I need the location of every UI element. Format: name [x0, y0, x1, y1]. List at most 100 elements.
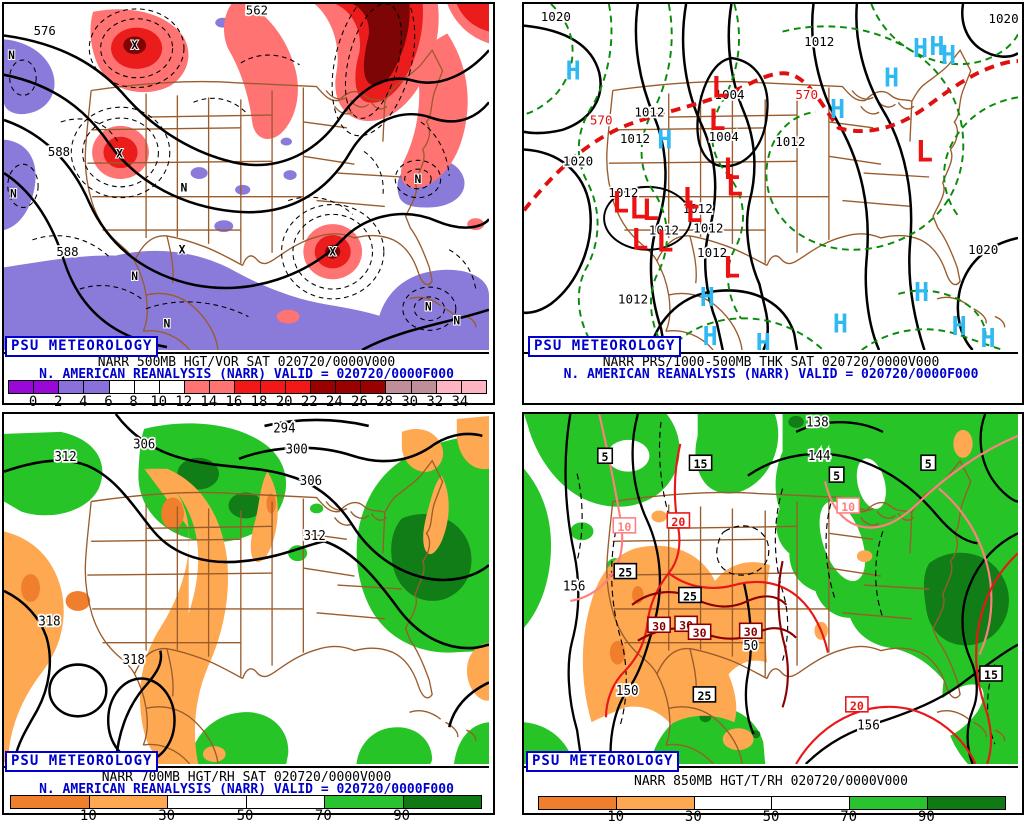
- geography-border: [842, 612, 912, 620]
- contour-label: 1012: [608, 185, 638, 200]
- colorbar-cell: [235, 381, 261, 393]
- geography-border: [87, 160, 273, 164]
- contour-label: 1020: [968, 242, 998, 257]
- panel-700mb-hgt-rh: 294 300 306 306 312 312 318 318 PSU METEOROLOGY…: [0, 410, 512, 824]
- colorbar-cell: [616, 797, 695, 809]
- geography-border: [316, 612, 385, 620]
- panel-850mb-hgt-t-rh: 138 144 156 150 156 50 5 15 25 25 25 5 5 15 10 10 20 20 30…: [512, 410, 1024, 825]
- colorbar-tick: 10: [79, 808, 97, 824]
- colorbar-cell: [325, 796, 404, 808]
- geography-border: [909, 512, 913, 554]
- geography-border: [382, 512, 386, 554]
- geography-border: [608, 572, 798, 576]
- low-pressure-symbol: L: [916, 134, 933, 168]
- colorbar-cell: [403, 796, 481, 808]
- colorbar-cell: [260, 381, 286, 393]
- geography-border: [91, 459, 444, 514]
- geography-border: [409, 710, 477, 742]
- map-850mb-hgt-t-rh: 138 144 156 150 156 50 5 15 25 25 25 5 5 15 10 10 20 20 30…: [524, 414, 1018, 764]
- colorbar-cell: [310, 381, 337, 393]
- geography-border: [143, 648, 219, 764]
- contour-label: 562: [246, 4, 268, 17]
- contour-label: 306: [300, 473, 322, 488]
- vorticity-mark: N: [415, 172, 422, 186]
- map-area: 576 562 588 588 N N N N N N N N X X X X: [4, 4, 489, 354]
- contour-label: 1012: [683, 201, 713, 216]
- contour-label: 1012: [775, 134, 805, 149]
- colorbar-cell: [928, 797, 1005, 809]
- colorbar-tick: 18: [250, 394, 268, 410]
- svg-text:30: 30: [652, 619, 666, 633]
- map-prs-thk: 1020 1020 1020 1020 1012 1012 1012 1012 1012 1012…: [524, 4, 1018, 350]
- colorbar-tick: 50: [762, 809, 780, 825]
- geography-border: [134, 235, 244, 267]
- contour-label: 1004: [714, 87, 745, 102]
- colorbar-cell: [34, 381, 60, 393]
- vorticity-mark: N: [453, 313, 460, 327]
- vorticity-mark: N: [164, 316, 171, 330]
- colorbar-tick: 22: [300, 394, 318, 410]
- boxed-contour-label: 5: [597, 447, 614, 464]
- high-pressure-symbol: H: [981, 323, 996, 350]
- colorbar-cell: [246, 796, 325, 808]
- contour-label: 1012: [620, 131, 650, 146]
- psu-logo: PSU METEOROLOGY: [5, 336, 159, 357]
- contour-label: 1004: [709, 129, 740, 144]
- contour-label: 312: [304, 527, 326, 542]
- colorbar-tick: 28: [376, 394, 394, 410]
- geography-border: [668, 114, 798, 118]
- contour-label: 1020: [563, 154, 593, 169]
- geography-border: [612, 538, 766, 542]
- map-500mb-hgt-vor: 576 562 588 588 N N N N N N N N X X X X: [4, 4, 489, 350]
- svg-text:25: 25: [618, 565, 632, 579]
- colorbar-cell: [772, 797, 851, 809]
- geography-border: [828, 532, 874, 540]
- colorbar-cell: [109, 381, 135, 393]
- colorbar-cell: [361, 381, 387, 393]
- geography-border: [656, 235, 768, 267]
- colorbar-tick: 4: [79, 394, 88, 410]
- contour-label: 318: [123, 652, 145, 667]
- boxed-contour-label: 20: [666, 512, 691, 529]
- boxed-contour-label: 25: [692, 686, 717, 703]
- colorbar-cell: [336, 381, 362, 393]
- low-pressure-symbol: L: [631, 222, 648, 256]
- vorticity-mark: X: [116, 146, 123, 160]
- geography-border: [242, 501, 436, 699]
- contour-label: 156: [857, 719, 880, 734]
- svg-text:10: 10: [617, 520, 631, 534]
- contour-label: 294: [273, 420, 295, 435]
- high-pressure-symbol: H: [833, 308, 848, 338]
- geography-border: [863, 172, 930, 178]
- high-pressure-symbol: H: [941, 40, 956, 70]
- svg-text:5: 5: [833, 469, 840, 483]
- colorbar-tick: 90: [393, 808, 411, 824]
- geography-border: [766, 90, 964, 286]
- high-pressure-symbol: H: [657, 124, 672, 154]
- psu-logo: PSU METEOROLOGY: [526, 751, 680, 772]
- rh-colorbar: [10, 795, 482, 809]
- low-pressure-symbol: L: [723, 250, 740, 284]
- colorbar-cell: [386, 381, 412, 393]
- colorbar-tick: 70: [314, 808, 332, 824]
- colorbar-tick: 2: [53, 394, 63, 410]
- svg-text:25: 25: [697, 689, 711, 703]
- svg-text:25: 25: [683, 589, 697, 603]
- boxed-contour-label: 10: [612, 517, 637, 534]
- geography-border: [936, 710, 1006, 742]
- high-pressure-symbol: H: [703, 321, 718, 350]
- map-valid-line: N. AMERICAN REANALYSIS (NARR) VALID = 02…: [39, 782, 454, 797]
- colorbar-cell: [285, 381, 311, 393]
- contour-label: 1020: [988, 11, 1018, 26]
- colorbar-tick: 34: [451, 394, 469, 410]
- colorbar-tick: 50: [236, 808, 254, 824]
- map-area: 294 300 306 306 312 312 318 318: [4, 414, 489, 768]
- colorbar-cell: [210, 381, 236, 393]
- colorbar-cell: [134, 381, 160, 393]
- high-pressure-symbol: H: [830, 94, 845, 124]
- geography-border: [863, 584, 930, 590]
- high-pressure-symbol: H: [756, 328, 771, 350]
- high-pressure-symbol: H: [914, 277, 929, 307]
- contour-label: 144: [808, 449, 831, 464]
- geography-border: [316, 199, 385, 208]
